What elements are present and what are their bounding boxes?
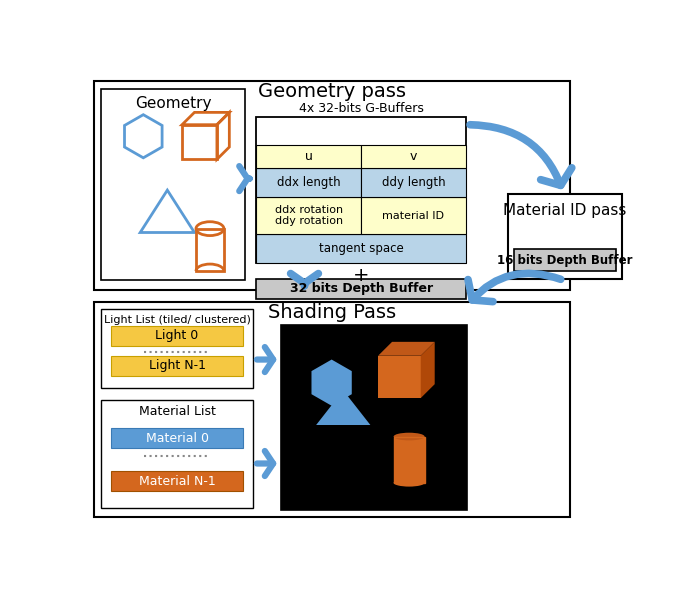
Ellipse shape <box>393 479 425 487</box>
Text: u: u <box>304 150 313 163</box>
Bar <box>508 194 622 278</box>
Bar <box>256 117 466 263</box>
Bar <box>182 124 217 159</box>
Bar <box>111 326 244 346</box>
Ellipse shape <box>393 432 425 440</box>
Text: +: + <box>353 266 370 285</box>
Bar <box>196 229 224 271</box>
Bar <box>393 437 425 483</box>
Bar <box>102 401 253 508</box>
Text: Material ID pass: Material ID pass <box>503 204 626 218</box>
Bar <box>111 428 244 448</box>
Text: Material List: Material List <box>139 405 216 418</box>
Text: v: v <box>410 150 417 163</box>
Text: ddx length: ddx length <box>277 176 341 189</box>
Bar <box>514 250 616 271</box>
Text: Geometry pass: Geometry pass <box>258 82 406 101</box>
Polygon shape <box>378 342 435 356</box>
Bar <box>111 471 244 491</box>
Polygon shape <box>421 342 435 398</box>
Polygon shape <box>312 359 352 406</box>
Polygon shape <box>316 391 370 425</box>
Text: tangent space: tangent space <box>318 242 403 255</box>
Text: Light List (tiled/ clustered): Light List (tiled/ clustered) <box>104 315 251 325</box>
Bar <box>361 168 466 197</box>
Text: Shading Pass: Shading Pass <box>268 303 396 322</box>
Text: Light N-1: Light N-1 <box>148 359 206 372</box>
Bar <box>281 325 468 510</box>
Bar <box>361 145 466 168</box>
Bar <box>393 437 425 483</box>
Bar <box>256 145 361 168</box>
Text: ddx rotation
ddy rotation: ddx rotation ddy rotation <box>274 205 343 227</box>
Text: 4x 32-bits G-Buffers: 4x 32-bits G-Buffers <box>299 102 424 115</box>
Text: Light 0: Light 0 <box>155 329 199 342</box>
Bar <box>111 356 244 376</box>
Text: Geometry: Geometry <box>135 96 211 111</box>
Bar <box>361 197 466 234</box>
Text: Material 0: Material 0 <box>146 432 209 445</box>
Text: 32 bits Depth Buffer: 32 bits Depth Buffer <box>290 282 433 295</box>
Bar <box>256 278 466 299</box>
Bar <box>94 302 570 517</box>
Text: material ID: material ID <box>382 211 444 221</box>
Text: 16 bits Depth Buffer: 16 bits Depth Buffer <box>497 254 633 267</box>
Bar <box>256 168 361 197</box>
Text: ddy length: ddy length <box>382 176 445 189</box>
Bar <box>94 81 570 290</box>
Text: Material N-1: Material N-1 <box>139 475 216 488</box>
Bar <box>102 310 253 388</box>
Bar <box>256 234 466 263</box>
Bar <box>378 356 421 398</box>
Bar <box>102 89 245 280</box>
Bar <box>256 197 361 234</box>
